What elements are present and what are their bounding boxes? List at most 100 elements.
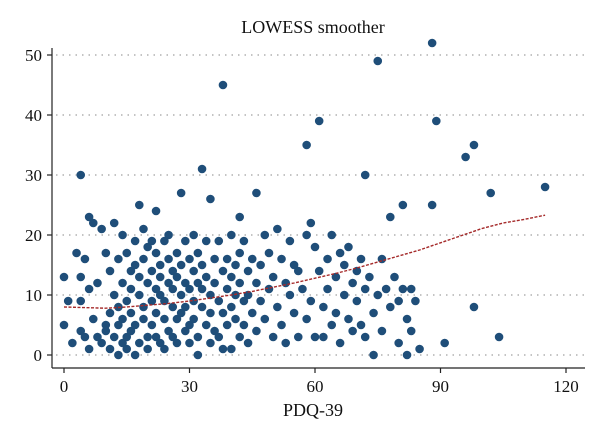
- y-tick-label: 40: [25, 106, 42, 125]
- data-point: [293, 332, 303, 342]
- data-point: [126, 308, 136, 318]
- data-point: [373, 290, 383, 300]
- data-point: [402, 350, 412, 360]
- data-point: [469, 302, 479, 312]
- data-point: [151, 284, 161, 294]
- data-point: [105, 308, 115, 318]
- data-point: [135, 272, 144, 282]
- data-point: [118, 278, 127, 288]
- data-point: [193, 278, 203, 288]
- data-point: [214, 236, 224, 246]
- data-point: [402, 314, 412, 324]
- data-point: [231, 314, 240, 324]
- data-point: [206, 338, 215, 348]
- data-point: [164, 230, 173, 240]
- data-point: [427, 38, 437, 48]
- data-point: [222, 284, 232, 294]
- data-point: [218, 308, 228, 318]
- data-point: [239, 236, 249, 246]
- data-point: [135, 338, 144, 348]
- data-point: [360, 332, 370, 342]
- data-point: [231, 290, 240, 300]
- data-point: [273, 224, 282, 234]
- data-point: [185, 284, 194, 294]
- data-point: [197, 302, 207, 312]
- data-point: [319, 302, 328, 312]
- data-point: [126, 284, 136, 294]
- data-point: [469, 140, 479, 150]
- data-point: [494, 332, 504, 342]
- data-point: [252, 278, 261, 288]
- data-point: [427, 200, 437, 210]
- data-point: [394, 338, 403, 348]
- data-point: [243, 338, 253, 348]
- data-point: [155, 272, 165, 282]
- data-point: [252, 188, 261, 198]
- axes: 0 10 20 30 40 50 0 30 60 90 120: [25, 46, 585, 396]
- y-tick-label: 10: [25, 286, 42, 305]
- data-point: [344, 242, 353, 252]
- data-point: [114, 350, 123, 360]
- data-point: [147, 266, 157, 276]
- data-point: [289, 260, 299, 270]
- data-point: [109, 290, 119, 300]
- data-point: [147, 320, 157, 330]
- data-point: [398, 284, 408, 294]
- data-point: [398, 200, 408, 210]
- data-point: [151, 206, 161, 216]
- data-point: [101, 320, 111, 330]
- data-point: [264, 284, 274, 294]
- data-point: [147, 236, 157, 246]
- data-point: [93, 332, 102, 342]
- data-point: [352, 296, 362, 306]
- data-point: [118, 230, 127, 240]
- data-point: [59, 272, 69, 282]
- data-point: [335, 338, 345, 348]
- data-point: [181, 278, 190, 288]
- data-point: [331, 308, 341, 318]
- data-point: [406, 284, 416, 294]
- data-point: [218, 344, 228, 354]
- data-point: [235, 332, 244, 342]
- data-point: [235, 212, 244, 222]
- data-point: [147, 296, 157, 306]
- data-point: [252, 326, 261, 336]
- x-tick-label: 90: [432, 377, 449, 396]
- data-point: [440, 338, 449, 348]
- data-point: [109, 218, 119, 228]
- data-point: [369, 350, 378, 360]
- data-point: [164, 254, 173, 264]
- data-point: [97, 224, 106, 234]
- data-point: [373, 56, 383, 66]
- data-point: [256, 296, 265, 306]
- data-point: [218, 80, 228, 90]
- data-point: [76, 272, 86, 282]
- chart-title: LOWESS smoother: [241, 17, 385, 37]
- data-point: [319, 332, 328, 342]
- data-point: [189, 314, 198, 324]
- x-axis-title: PDQ-39: [283, 400, 343, 420]
- data-point: [197, 164, 207, 174]
- data-point: [189, 296, 198, 306]
- data-point: [268, 332, 278, 342]
- data-point: [310, 242, 320, 252]
- data-point: [80, 332, 90, 342]
- data-point: [139, 224, 148, 234]
- data-point: [206, 194, 215, 204]
- data-point: [285, 290, 295, 300]
- data-point: [227, 302, 236, 312]
- data-point: [289, 308, 299, 318]
- data-point: [84, 344, 94, 354]
- data-point: [151, 308, 161, 318]
- data-point: [201, 272, 211, 282]
- data-point: [139, 314, 148, 324]
- data-point: [386, 302, 395, 312]
- data-point: [139, 254, 148, 264]
- x-tick-label: 30: [181, 377, 198, 396]
- data-point: [323, 284, 332, 294]
- data-point: [176, 188, 186, 198]
- data-point: [164, 278, 173, 288]
- data-point: [268, 272, 278, 282]
- y-tick-label: 20: [25, 226, 42, 245]
